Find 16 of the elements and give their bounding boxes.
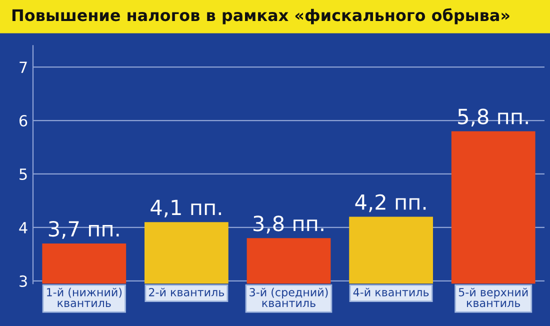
y-tick-label: 4	[19, 222, 28, 234]
chart-title: Повышение налогов в рамках «фискального обрыва»	[12, 8, 510, 24]
y-tick-label: 5	[20, 168, 27, 180]
y-tick-label: 7	[20, 62, 27, 73]
x-tick-label: 4-й квантиль	[353, 288, 429, 296]
x-tick-label: 1-й (нижний) квантиль	[47, 288, 122, 308]
data-label: 3,7 пп.	[48, 220, 119, 239]
data-label: 5,8 пп.	[458, 108, 528, 127]
data-label: 4,1 пп.	[150, 200, 222, 218]
x-tick-label: 5-й верхний квантиль	[458, 288, 528, 308]
y-tick-label: 6	[19, 114, 28, 127]
x-tick-label: 3-й (средний) квантиль	[250, 288, 328, 308]
y-tick-label: 3	[20, 275, 27, 287]
x-tick-label: 2-й квантиль	[149, 288, 224, 296]
data-label: 4,2 пп.	[355, 194, 426, 212]
data-label: 3,8 пп.	[254, 216, 324, 234]
